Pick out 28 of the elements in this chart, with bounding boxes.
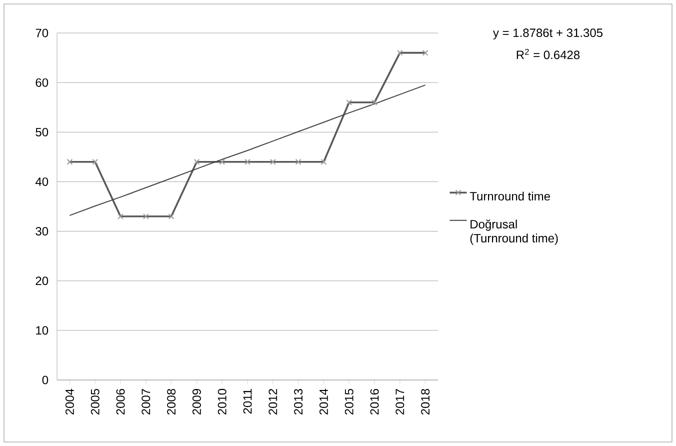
y-tick-label: 20: [36, 276, 48, 286]
y-tick-label: 70: [36, 28, 48, 38]
text: R$^{2}$ = 0.6428: [516, 48, 580, 60]
x-tick-label: 2007: [142, 389, 150, 415]
y-tick-label: 40: [35, 177, 48, 186]
x-tick-label: 2018: [421, 388, 430, 415]
x-tick-label: 2014: [319, 388, 328, 415]
y-tick-label: 30: [36, 227, 48, 236]
y-tick-label: 10: [36, 326, 48, 335]
x-tick-label: 2009: [192, 389, 201, 415]
legend-label: Turnround time: [470, 192, 550, 201]
x-tick-label: 2006: [116, 388, 125, 415]
x-tick-label: 2010: [218, 388, 226, 415]
x-tick-label: 2005: [90, 388, 100, 415]
x-tick-label: 2017: [396, 389, 404, 415]
y-tick-label: 60: [36, 78, 48, 87]
line-series: [69, 84, 426, 216]
x-tick-label: 2012: [268, 389, 278, 415]
text: y = 1.8786t + 31.305: [492, 28, 603, 40]
x-tick-label: 2011: [243, 389, 252, 414]
y-tick-label: 0: [42, 376, 48, 384]
x-tick-label: 2015: [344, 388, 354, 415]
legend-label: Doğrusal (Turnround time): [470, 219, 558, 245]
x-tick-label: 2008: [167, 388, 176, 415]
x-tick-label: 2004: [65, 388, 74, 415]
y-tick-label: 50: [36, 128, 48, 136]
x-tick-label: 2016: [370, 388, 379, 415]
x-tick-label: 2013: [294, 388, 303, 415]
